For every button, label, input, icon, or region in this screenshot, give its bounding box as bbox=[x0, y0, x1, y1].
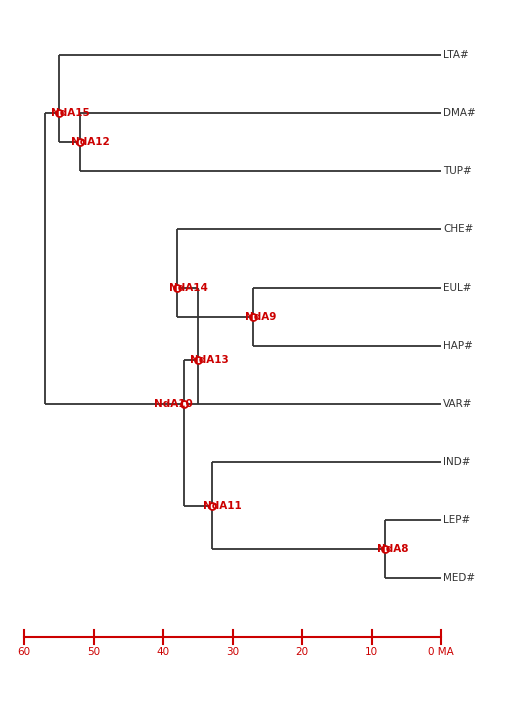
Text: 10: 10 bbox=[365, 647, 378, 657]
Text: EUL#: EUL# bbox=[443, 283, 472, 293]
Text: LTA#: LTA# bbox=[443, 50, 469, 60]
Text: 20: 20 bbox=[296, 647, 309, 657]
Text: NdA14: NdA14 bbox=[169, 283, 208, 293]
Text: DMA#: DMA# bbox=[443, 108, 476, 118]
Text: 40: 40 bbox=[157, 647, 170, 657]
Text: HAP#: HAP# bbox=[443, 341, 473, 351]
Text: NdA8: NdA8 bbox=[377, 545, 408, 555]
Text: 0 MA: 0 MA bbox=[428, 647, 454, 657]
Text: NdA12: NdA12 bbox=[71, 137, 110, 147]
Text: NdA9: NdA9 bbox=[245, 311, 277, 321]
Text: LEP#: LEP# bbox=[443, 515, 470, 525]
Text: 50: 50 bbox=[87, 647, 100, 657]
Text: 60: 60 bbox=[18, 647, 31, 657]
Text: 30: 30 bbox=[226, 647, 239, 657]
Text: CHE#: CHE# bbox=[443, 225, 474, 235]
Text: NdA13: NdA13 bbox=[190, 356, 229, 365]
Text: IND#: IND# bbox=[443, 457, 470, 467]
Text: TUP#: TUP# bbox=[443, 166, 472, 176]
Text: VAR#: VAR# bbox=[443, 399, 473, 409]
Text: NdA11: NdA11 bbox=[204, 501, 242, 510]
Text: NdA15: NdA15 bbox=[51, 108, 89, 118]
Text: MED#: MED# bbox=[443, 574, 475, 584]
Text: NdA10: NdA10 bbox=[154, 399, 192, 409]
